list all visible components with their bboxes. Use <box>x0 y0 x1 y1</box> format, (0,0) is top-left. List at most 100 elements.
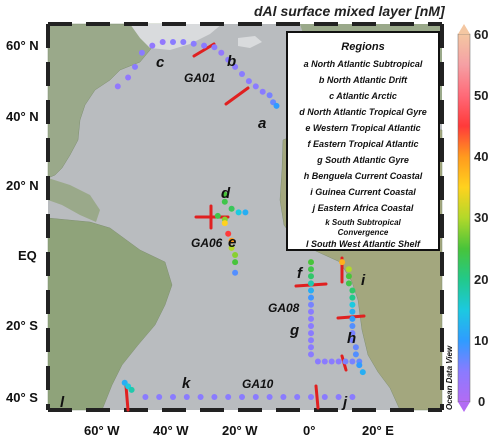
data-point <box>197 394 204 400</box>
lat-label: EQ <box>18 248 37 263</box>
data-point <box>349 330 356 337</box>
legend-item: j Eastern Africa Coastal <box>312 203 414 213</box>
data-point <box>232 259 239 266</box>
legend-item: c Atlantic Arctic <box>329 91 397 101</box>
latitude-labels: 60° N 40° N 20° N EQ 20° S 40° S <box>6 38 39 405</box>
data-point <box>225 394 232 400</box>
data-point <box>308 351 314 358</box>
data-point <box>225 230 232 237</box>
data-point <box>308 273 314 280</box>
colorbar-tick: 20 <box>474 272 488 287</box>
region-letter: a <box>258 115 266 132</box>
data-point <box>335 358 342 365</box>
cruise-label: GA10 <box>242 377 274 391</box>
legend-item: h Benguela Current Coastal <box>304 171 423 181</box>
map-title: dAl surface mixed layer [nM] <box>254 3 446 19</box>
data-point <box>308 315 314 322</box>
data-point <box>252 394 259 400</box>
colorbar-tick: 40 <box>474 149 488 164</box>
data-point <box>138 49 145 56</box>
data-point <box>349 337 356 344</box>
region-letter: j <box>341 394 348 411</box>
data-point <box>211 394 218 400</box>
data-point <box>159 39 166 45</box>
data-point <box>218 49 225 56</box>
data-point <box>308 344 314 351</box>
cruise-label: GA06 <box>191 236 223 250</box>
lon-label: 0° <box>303 423 315 438</box>
data-point <box>352 351 359 358</box>
data-point <box>328 358 335 365</box>
legend-item: b North Atlantic Drift <box>319 75 408 85</box>
data-point <box>308 266 314 273</box>
data-point <box>308 308 314 315</box>
data-point <box>211 44 218 51</box>
legend-box <box>286 31 440 251</box>
colorbar-top-cap <box>458 24 470 34</box>
region-letter: e <box>228 234 236 251</box>
data-point <box>232 63 239 70</box>
data-point <box>142 394 149 400</box>
data-point <box>170 394 176 400</box>
data-point <box>232 252 239 258</box>
south-america-landmass <box>47 217 173 411</box>
lon-label: 20° W <box>222 423 258 438</box>
region-letter: d <box>221 185 231 202</box>
data-point <box>349 308 356 315</box>
data-point <box>314 358 321 365</box>
data-point <box>259 88 266 95</box>
colorbar-tick: 30 <box>474 210 488 225</box>
data-point <box>156 394 163 400</box>
data-point <box>308 259 314 266</box>
data-point <box>183 394 190 400</box>
lon-label: 60° W <box>84 423 120 438</box>
data-point <box>252 83 259 90</box>
region-letter: i <box>361 272 366 289</box>
data-point <box>239 394 245 400</box>
longitude-labels: 60° W 40° W 20° W 0° 20° E <box>84 423 394 438</box>
data-point <box>349 294 356 301</box>
boundary-marker <box>314 384 320 410</box>
data-point <box>349 287 356 294</box>
data-point <box>235 209 242 216</box>
data-point <box>349 323 356 329</box>
lat-label: 60° N <box>6 38 39 53</box>
lat-label: 20° N <box>6 178 39 193</box>
legend-item: Convergence <box>338 228 389 237</box>
data-point <box>266 92 273 99</box>
data-point <box>190 40 197 47</box>
region-letter: k <box>182 375 191 392</box>
data-point <box>221 198 228 205</box>
data-point <box>273 102 280 109</box>
boundary-marker <box>124 384 130 412</box>
data-point <box>294 394 301 400</box>
data-point <box>214 212 221 219</box>
data-point <box>321 394 328 400</box>
lat-label: 40° S <box>6 390 38 405</box>
colorbar-tick: 60 <box>474 27 488 42</box>
data-point <box>349 315 356 322</box>
data-point <box>245 78 252 85</box>
region-letter: g <box>289 322 299 339</box>
boundary-marker <box>224 86 250 106</box>
data-point <box>342 358 349 365</box>
odv-watermark: Ocean Data View <box>445 345 454 410</box>
regions-legend: Regions a North Atlantic Subtropical b N… <box>286 31 440 251</box>
data-point <box>339 259 346 266</box>
region-letter: l <box>60 394 65 411</box>
data-point <box>280 394 287 400</box>
data-point <box>266 394 273 400</box>
data-point <box>132 63 138 70</box>
data-point <box>345 266 352 273</box>
legend-item: i Guinea Current Coastal <box>310 187 416 197</box>
colorbar-tick: 10 <box>474 333 488 348</box>
data-point <box>180 39 187 45</box>
lon-label: 20° E <box>362 423 394 438</box>
region-letter: c <box>156 54 165 71</box>
legend-item: k South Subtropical <box>325 218 401 227</box>
boundary-marker <box>192 42 216 58</box>
data-point <box>308 294 314 301</box>
data-point <box>225 56 232 63</box>
data-point <box>308 287 314 294</box>
